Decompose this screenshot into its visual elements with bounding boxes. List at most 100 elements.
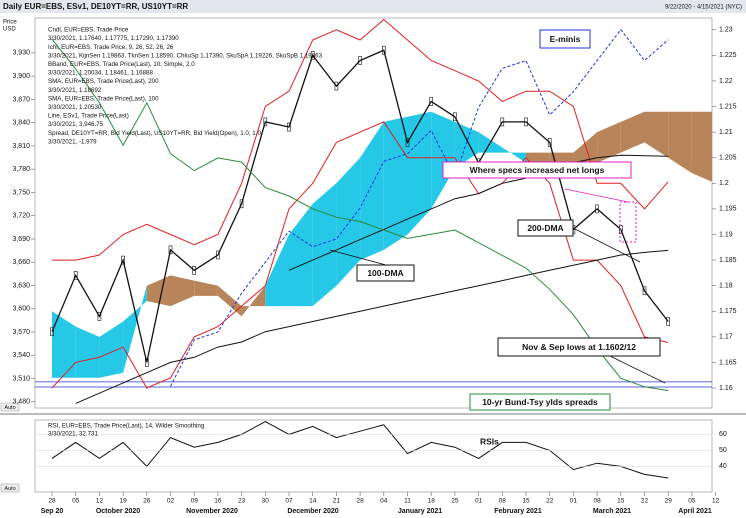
candle-close bbox=[145, 358, 149, 367]
candle-close bbox=[595, 204, 599, 214]
y2-tick-label: 1.16 bbox=[719, 385, 733, 392]
y2-tick-label: 1.19 bbox=[719, 231, 733, 238]
scale-button-label[interactable]: Auto bbox=[4, 405, 15, 411]
series-line bbox=[51, 421, 669, 479]
rsi-plot bbox=[51, 421, 669, 479]
annotation: 100-DMA bbox=[367, 268, 403, 278]
x-tick-label: 22 bbox=[641, 498, 649, 505]
legend-value: 3/30/2021, -1.979 bbox=[48, 138, 97, 145]
candle-close bbox=[642, 286, 647, 296]
candle-close bbox=[310, 51, 315, 60]
y2-tick-label: 1.195 bbox=[719, 206, 737, 213]
cloud-segment bbox=[454, 121, 479, 168]
candle-close bbox=[405, 138, 410, 147]
candle-close bbox=[358, 56, 362, 65]
cloud-segment bbox=[146, 275, 171, 307]
pointer bbox=[564, 188, 629, 203]
candle-close bbox=[50, 327, 54, 337]
cloud-segment bbox=[383, 116, 408, 250]
candle-close bbox=[287, 122, 291, 132]
x-tick-label: 12 bbox=[712, 498, 720, 505]
legend-label: Spread, DE10YT=RR, Bid Yield(Last), US10… bbox=[48, 130, 261, 137]
cloud-segment bbox=[360, 121, 384, 261]
x-tick-label: 08 bbox=[593, 498, 601, 505]
x-tick-label: 21 bbox=[333, 498, 341, 505]
candle-close bbox=[97, 312, 102, 321]
cloud-segment bbox=[644, 111, 669, 158]
candle-close bbox=[618, 225, 623, 234]
y-tick-label: 3,630 bbox=[12, 282, 30, 289]
month-label: December 2020 bbox=[287, 508, 338, 515]
cloud-segment bbox=[52, 311, 76, 378]
chart-title: Daily EUR=EBS, ESv1, DE10YT=RR, US10YT=R… bbox=[3, 2, 188, 11]
candle-close bbox=[73, 271, 78, 280]
legend-label: SMA, EUR=EBS, Trade Price(Last), 200 bbox=[48, 78, 159, 85]
x-tick-label: 12 bbox=[96, 498, 104, 505]
y2-tick-label: 1.205 bbox=[719, 155, 737, 162]
annotation-box bbox=[539, 29, 591, 49]
x-tick-label: 25 bbox=[451, 498, 459, 505]
y-tick-label: 3,870 bbox=[12, 96, 30, 103]
candle-close bbox=[524, 117, 528, 127]
y2-tick-label: 1.23 bbox=[719, 27, 733, 34]
legend-label: Cndl, EUR=EBS, Trade Price bbox=[48, 27, 129, 34]
y-tick-label: 3,810 bbox=[12, 143, 30, 150]
legend-value: 3/30/2021, 32.731 bbox=[48, 431, 98, 438]
candle-close bbox=[263, 117, 268, 127]
panel-title: RSIs bbox=[480, 436, 499, 446]
cloud-segment bbox=[691, 111, 712, 182]
scale-button[interactable] bbox=[0, 483, 20, 493]
x-tick-label: 01 bbox=[570, 498, 578, 505]
x-tick-label: 01 bbox=[475, 498, 483, 505]
month-label: April 2021 bbox=[678, 508, 712, 515]
candle-close bbox=[453, 112, 457, 122]
series-line bbox=[75, 249, 669, 404]
cloud-segment bbox=[170, 275, 195, 307]
x-tick-label: 23 bbox=[238, 498, 246, 505]
y-tick-label: 3,600 bbox=[12, 306, 30, 313]
cloud-segment bbox=[265, 234, 289, 307]
candle-close bbox=[216, 250, 220, 260]
scale-button-label[interactable]: Auto bbox=[4, 486, 15, 492]
cloud-segment bbox=[407, 111, 432, 235]
cloud-segment bbox=[194, 280, 218, 296]
cloud-segment bbox=[217, 285, 242, 317]
legend-value: 3/30/2021, 1.20530 bbox=[48, 104, 102, 111]
y2-tick-label: 1.21 bbox=[719, 129, 733, 136]
y-tick-label: 3,720 bbox=[12, 213, 30, 220]
legend-label: RSI, EUR=EBS, Trade Price(Last), 14, Wil… bbox=[48, 423, 205, 430]
legend-label: Line, ESv1, Trade Price(Last) bbox=[48, 113, 129, 120]
cloud-segment bbox=[123, 285, 147, 373]
candle-close bbox=[381, 45, 386, 55]
x-tick-label: 07 bbox=[285, 498, 293, 505]
overlay: 3,480 3,510 3,540 3,570 3,600 3,630 3,660 3,690… bbox=[12, 27, 736, 515]
candle-close bbox=[547, 138, 552, 147]
x-tick-label: 26 bbox=[143, 498, 151, 505]
cloud-segment bbox=[597, 121, 621, 163]
candle-close bbox=[429, 97, 434, 106]
y-tick-label: 3,780 bbox=[12, 166, 30, 173]
y-axis-label: Price bbox=[3, 20, 17, 26]
y-tick-label: 40 bbox=[719, 463, 727, 470]
annotation: Nov & Sep lows at 1.1602/12 bbox=[522, 342, 636, 352]
cloud-segment bbox=[99, 321, 124, 378]
month-label: January 2021 bbox=[398, 508, 442, 515]
y-tick-label: 3,840 bbox=[12, 120, 30, 127]
series-line bbox=[51, 38, 669, 392]
cloud-segment bbox=[502, 147, 526, 163]
x-tick-label: 22 bbox=[546, 498, 554, 505]
month-label: November 2020 bbox=[186, 508, 238, 515]
scale-button[interactable] bbox=[0, 402, 20, 412]
y-axis-label: USD bbox=[3, 27, 16, 33]
cloud-segment bbox=[668, 111, 692, 174]
y2-tick-label: 1.165 bbox=[719, 359, 737, 366]
y-tick-label: 3,690 bbox=[12, 236, 30, 243]
annotation: E-minis bbox=[550, 34, 581, 44]
x-tick-label: 05 bbox=[72, 498, 80, 505]
y-tick-label: 3,660 bbox=[12, 259, 30, 266]
x-tick-label: 16 bbox=[214, 498, 222, 505]
y2-tick-label: 1.215 bbox=[719, 103, 737, 110]
x-tick-label: 04 bbox=[380, 498, 388, 505]
pointer bbox=[609, 355, 666, 384]
y-tick-label: 3,900 bbox=[12, 73, 30, 80]
